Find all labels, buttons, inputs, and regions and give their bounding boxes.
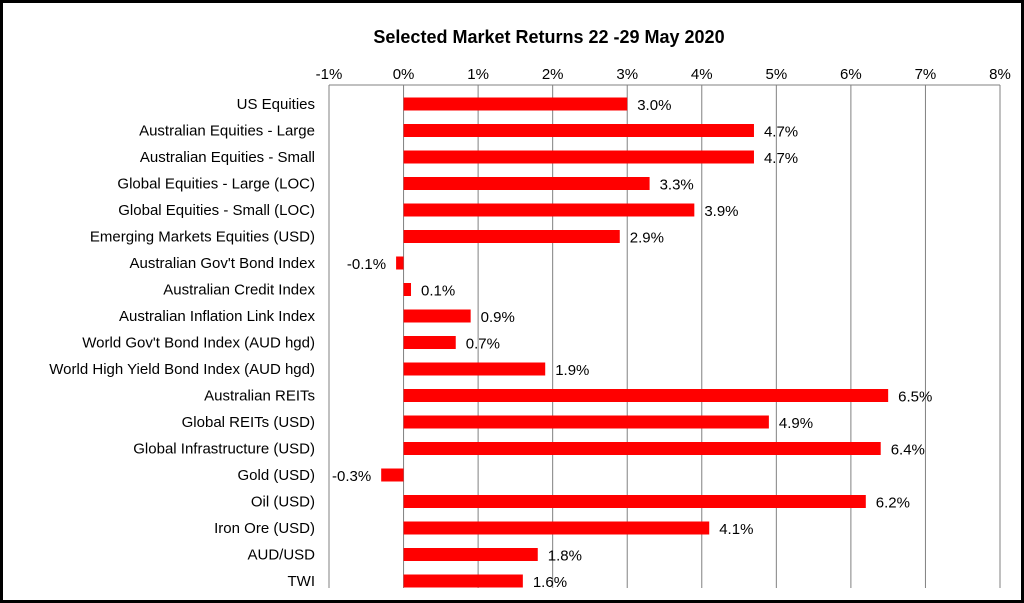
bar [403, 283, 412, 296]
category-label: Global REITs (USD) [182, 414, 315, 431]
bar [403, 150, 754, 164]
category-label: World High Yield Bond Index (AUD hgd) [49, 361, 315, 378]
data-label: -0.3% [332, 468, 371, 485]
category-label: Australian REITs [204, 388, 315, 405]
bar [403, 521, 710, 535]
bar [403, 97, 628, 111]
data-label: 4.7% [764, 150, 798, 167]
category-label: Global Infrastructure (USD) [133, 441, 315, 458]
category-label: Emerging Markets Equities (USD) [90, 229, 315, 246]
data-label: 4.1% [719, 521, 753, 538]
data-label: 0.1% [421, 283, 455, 300]
bar [403, 548, 538, 561]
data-label: 0.7% [466, 336, 500, 353]
bar [403, 336, 456, 349]
category-label: US Equities [237, 96, 315, 113]
category-label: Australian Gov't Bond Index [130, 255, 316, 272]
category-label: TWI [288, 573, 316, 590]
bar [403, 309, 471, 323]
x-tick-label: 0% [393, 66, 415, 83]
data-labels: 3.0% 4.7% 4.7% 3.3% 3.9% 2.9% -0.1% 0.1% 0.9% 0.7… [332, 97, 932, 591]
x-tick-label: 8% [989, 66, 1011, 83]
bar-chart: Selected Market Returns 22 -29 May 2020 … [49, 27, 1011, 591]
category-label: Australian Credit Index [163, 282, 315, 299]
bar [403, 203, 695, 217]
bar [403, 389, 889, 402]
bars [381, 97, 889, 588]
x-tick-label: 1% [467, 66, 489, 83]
data-label: 1.9% [555, 362, 589, 379]
data-label: 3.0% [637, 97, 671, 114]
bar [403, 495, 866, 508]
category-label: AUD/USD [247, 547, 315, 564]
data-label: 3.3% [660, 177, 694, 194]
bar [396, 256, 404, 270]
x-tick-label: 6% [840, 66, 862, 83]
category-label: Global Equities - Large (LOC) [117, 176, 315, 193]
data-label: -0.1% [347, 256, 386, 273]
bar [403, 574, 523, 588]
chart-title: Selected Market Returns 22 -29 May 2020 [373, 27, 724, 47]
category-label: Global Equities - Small (LOC) [118, 202, 315, 219]
category-label: Oil (USD) [251, 494, 315, 511]
x-tick-label: 2% [542, 66, 564, 83]
data-label: 4.7% [764, 124, 798, 141]
x-tick-label: 3% [616, 66, 638, 83]
bar [403, 177, 650, 190]
bar [403, 124, 754, 137]
data-label: 6.2% [876, 495, 910, 512]
bar [381, 468, 404, 482]
data-label: 4.9% [779, 415, 813, 432]
gridlines [328, 84, 1001, 588]
data-label: 1.6% [533, 574, 567, 591]
data-label: 1.8% [548, 548, 582, 565]
bar [403, 442, 881, 455]
category-labels: US Equities Australian Equities - Large Au… [49, 96, 315, 590]
bar [403, 362, 546, 376]
x-tick-label: 5% [765, 66, 787, 83]
category-label: Australian Equities - Large [139, 123, 315, 140]
x-tick-label: -1% [316, 66, 343, 83]
category-label: World Gov't Bond Index (AUD hgd) [82, 335, 315, 352]
category-label: Gold (USD) [237, 467, 315, 484]
data-label: 0.9% [481, 309, 515, 326]
data-label: 6.4% [891, 442, 925, 459]
bar [403, 415, 769, 429]
category-label: Iron Ore (USD) [214, 520, 315, 537]
category-label: Australian Equities - Small [140, 149, 315, 166]
data-label: 3.9% [704, 203, 738, 220]
x-axis-ticks: -1% 0% 1% 2% 3% 4% 5% 6% 7% 8% [316, 66, 1011, 83]
data-label: 2.9% [630, 230, 664, 247]
data-label: 6.5% [898, 389, 932, 406]
category-label: Australian Inflation Link Index [119, 308, 315, 325]
x-tick-label: 4% [691, 66, 713, 83]
x-tick-label: 7% [915, 66, 937, 83]
bar [403, 230, 620, 243]
